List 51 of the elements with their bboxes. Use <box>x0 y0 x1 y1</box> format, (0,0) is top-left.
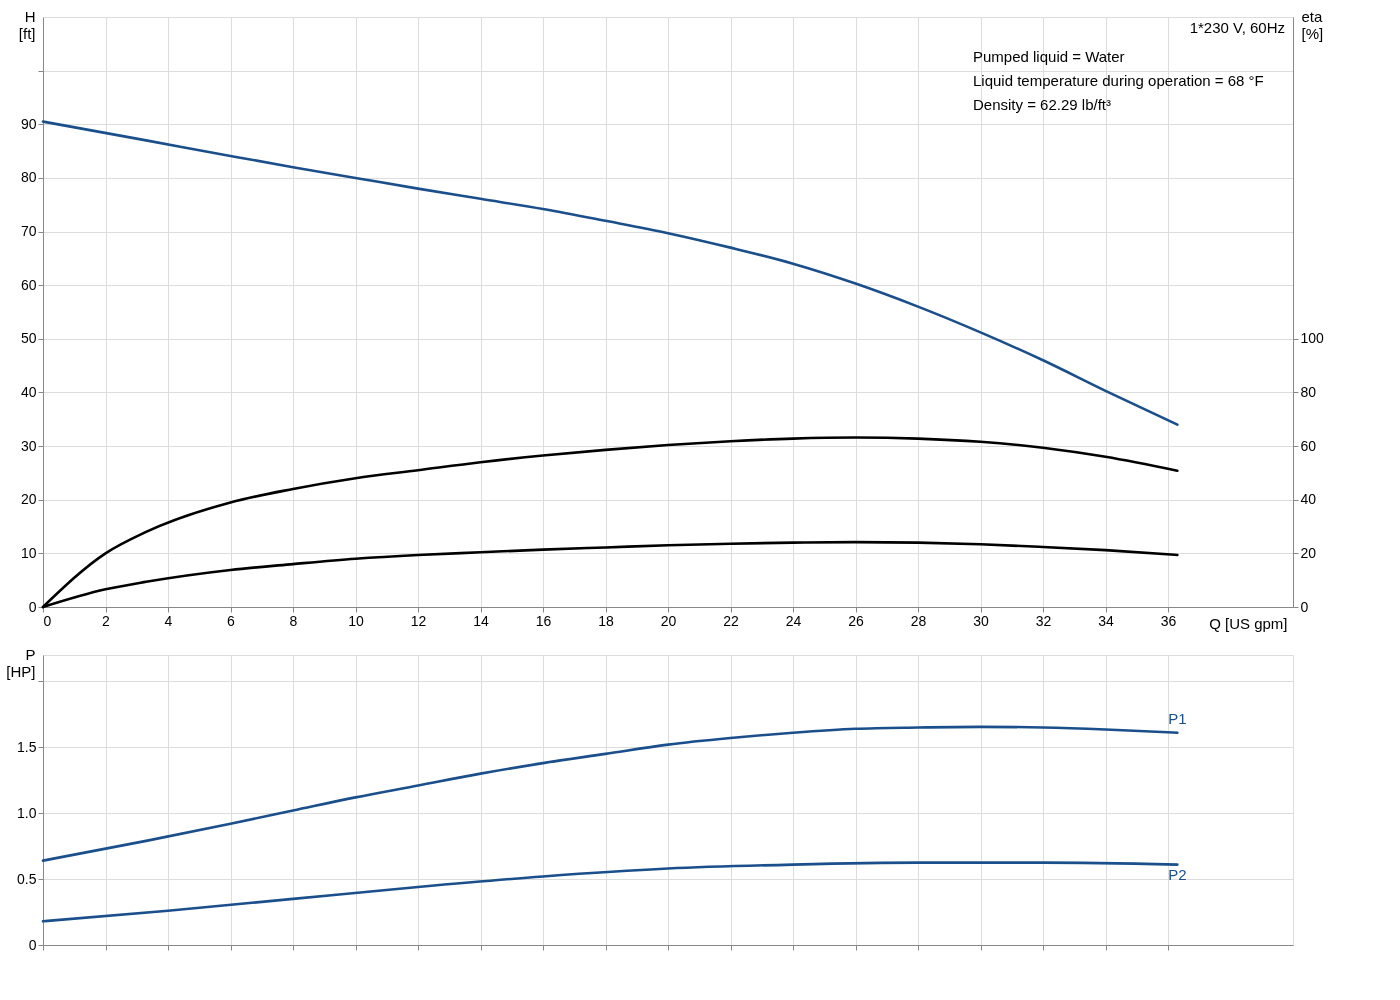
x-tick-label: 34 <box>1098 612 1114 629</box>
y-tick-label: 70 <box>20 223 37 240</box>
x-tick-label: 10 <box>348 612 364 629</box>
y-tick-label: 80 <box>20 169 37 186</box>
annotation: 1*230 V, 60Hz <box>1189 19 1285 36</box>
line-series <box>41 120 1179 426</box>
x-tick-label: 30 <box>973 612 989 629</box>
x-tick-label: 32 <box>1035 612 1052 629</box>
x-tick-label: 36 <box>1160 612 1177 629</box>
series-label: P1 <box>1168 709 1187 727</box>
x-tick-label: 28 <box>910 612 927 629</box>
x-tick-label: 26 <box>848 612 864 629</box>
x-tick-label: 22 <box>723 612 739 629</box>
x-tick-label: 6 <box>227 612 236 629</box>
x-tick-label: 12 <box>410 612 427 629</box>
y-axis-title: H [ft] <box>18 7 36 42</box>
line-series <box>41 725 1179 862</box>
x-tick-label: 16 <box>535 612 552 629</box>
y-tick-label: 1.5 <box>17 738 37 755</box>
y-tick-label: 50 <box>20 330 37 347</box>
x-tick-label: 24 <box>785 612 802 629</box>
x-tick-label: 4 <box>164 612 173 629</box>
y-tick-label: 40 <box>20 383 37 400</box>
annotation: Liquid temperature during operation = 68 °F <box>973 72 1264 89</box>
y2-tick-label: 60 <box>1300 437 1317 454</box>
y2-tick-label: 40 <box>1300 491 1317 508</box>
y2-axis-title: eta [%] <box>1301 7 1324 42</box>
y-tick-label: 10 <box>20 544 37 561</box>
y2-tick-label: 100 <box>1300 330 1325 347</box>
x-tick-label: 20 <box>660 612 677 629</box>
y-tick-label: 0 <box>28 598 37 615</box>
y-tick-label: 20 <box>20 491 37 508</box>
x-tick-label: 18 <box>598 612 614 629</box>
y-tick-label: 60 <box>20 276 37 293</box>
y-tick-label: 0.5 <box>17 870 37 887</box>
y-tick-label: 0 <box>28 936 37 953</box>
x-tick-label: 14 <box>473 612 489 629</box>
y-axis-title: P [HP] <box>6 645 36 680</box>
y-tick-label: 1.0 <box>17 804 37 821</box>
series-label: P2 <box>1168 865 1187 883</box>
x-tick-label: 8 <box>289 612 298 629</box>
y2-tick-label: 0 <box>1300 598 1309 615</box>
y-tick-label: 90 <box>20 115 37 132</box>
x-tick-label: 2 <box>102 612 111 629</box>
annotation: Pumped liquid = Water <box>973 48 1125 65</box>
x-tick-label: 0 <box>43 612 52 629</box>
y-tick-label: 30 <box>20 437 37 454</box>
annotation: Density = 62.29 lb/ft³ <box>973 96 1111 113</box>
y2-tick-label: 80 <box>1300 383 1317 400</box>
x-axis-title: Q [US gpm] <box>1209 614 1288 632</box>
y2-tick-label: 20 <box>1300 544 1317 561</box>
